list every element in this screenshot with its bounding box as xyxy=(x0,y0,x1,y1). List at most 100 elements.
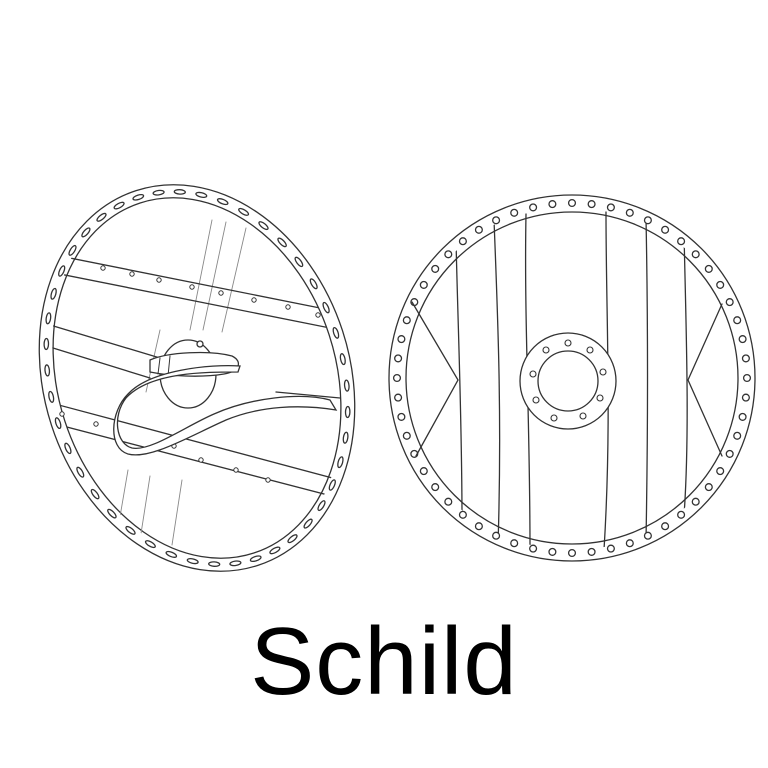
rim-slot xyxy=(343,379,350,392)
shield-front-left-triangle xyxy=(411,301,459,457)
rim-rivet xyxy=(474,522,483,531)
rim-rivet xyxy=(587,547,596,556)
rim-rivet xyxy=(625,208,634,217)
rim-rivet xyxy=(704,483,713,492)
rim-rivet xyxy=(716,280,725,289)
rim-rivet xyxy=(510,208,519,217)
rim-rivet xyxy=(492,216,501,225)
rim-slot xyxy=(294,256,304,268)
rim-rivet xyxy=(394,393,403,402)
rim-rivet xyxy=(397,335,406,344)
rim-slot xyxy=(58,265,66,277)
shield-front-right-triangle xyxy=(687,303,723,457)
shield-back-strap-rivets xyxy=(59,265,321,483)
shield-back-carry-strap xyxy=(113,365,338,456)
shield-back-view-icon xyxy=(38,184,371,572)
rim-rivet xyxy=(394,354,403,363)
shield-front-rim-inner xyxy=(405,211,739,545)
rim-rivet xyxy=(397,412,406,421)
rim-rivet xyxy=(392,373,402,383)
rim-rivet xyxy=(691,497,700,506)
rim-rivet xyxy=(431,264,440,273)
rim-rivet xyxy=(643,531,652,540)
rim-rivet xyxy=(402,431,411,440)
rim-slot xyxy=(132,193,145,201)
rim-slot xyxy=(342,431,349,444)
rim-rivet xyxy=(510,539,519,548)
rim-slot xyxy=(43,337,50,351)
rim-slot xyxy=(76,466,85,478)
rim-slot xyxy=(249,555,262,563)
rim-slot xyxy=(64,442,72,455)
shield-back-straps xyxy=(39,251,371,507)
rim-slot xyxy=(81,227,91,238)
caption-label: Schild xyxy=(250,608,518,715)
rim-rivet xyxy=(567,198,577,208)
shield-back-rim-outer xyxy=(38,184,356,572)
rim-rivet xyxy=(716,467,725,476)
rim-rivet xyxy=(738,335,747,344)
rim-rivet xyxy=(606,544,615,553)
rim-rivet xyxy=(643,216,652,225)
rim-rivet xyxy=(677,237,686,246)
shield-front-rim-rivets xyxy=(392,198,752,558)
rim-rivet xyxy=(548,547,557,556)
rim-slot xyxy=(173,189,186,195)
rim-rivet xyxy=(458,510,467,519)
shield-front-view-icon xyxy=(388,194,756,562)
rim-rivet xyxy=(458,237,467,246)
rim-slot xyxy=(328,479,336,491)
rim-slot xyxy=(303,518,313,529)
rim-slot xyxy=(113,201,125,210)
rim-slot xyxy=(50,287,57,300)
rim-slot xyxy=(54,417,62,430)
rim-slot xyxy=(258,221,269,231)
rim-slot xyxy=(96,212,107,222)
rim-slot xyxy=(344,405,351,419)
rim-rivet xyxy=(691,250,700,259)
rim-rivet xyxy=(742,373,752,383)
rim-slot xyxy=(309,278,318,290)
rim-rivet xyxy=(419,467,428,476)
rim-slot xyxy=(165,550,178,558)
shield-front-boss-rivets xyxy=(529,339,607,422)
rim-rivet xyxy=(661,225,670,234)
rim-slot xyxy=(48,390,55,403)
rim-slot xyxy=(152,189,165,196)
rim-slot xyxy=(337,456,344,469)
rim-rivet xyxy=(625,539,634,548)
rim-slot xyxy=(322,301,330,314)
rim-rivet xyxy=(725,449,734,458)
rim-rivet xyxy=(474,225,483,234)
rim-slot xyxy=(195,191,208,199)
rim-rivet xyxy=(733,316,742,325)
rim-slot xyxy=(45,312,52,325)
shield-back-rim-inner xyxy=(52,197,342,559)
shield-front-boss-inner xyxy=(537,350,599,412)
rim-slot xyxy=(68,244,77,256)
rim-slot xyxy=(238,207,250,216)
rim-rivet xyxy=(444,497,453,506)
rim-rivet xyxy=(741,354,750,363)
rim-rivet xyxy=(661,522,670,531)
rim-rivet xyxy=(704,264,713,273)
rim-slot xyxy=(277,237,287,248)
rim-slot xyxy=(216,198,229,206)
rim-slot xyxy=(229,560,242,567)
rim-slot xyxy=(44,364,51,377)
rim-rivet xyxy=(733,431,742,440)
rim-slot xyxy=(90,488,100,500)
rim-slot xyxy=(339,353,346,366)
rim-slot xyxy=(144,540,156,549)
rim-slot xyxy=(125,525,136,535)
rim-slot xyxy=(107,508,117,519)
rim-slot xyxy=(287,534,298,544)
rim-slot xyxy=(317,500,326,512)
rim-rivet xyxy=(419,280,428,289)
shield-front-rim-outer xyxy=(388,194,756,562)
rim-rivet xyxy=(738,412,747,421)
rim-rivet xyxy=(567,548,577,558)
shield-back-rim-slots xyxy=(43,189,351,567)
rim-rivet xyxy=(548,200,557,209)
